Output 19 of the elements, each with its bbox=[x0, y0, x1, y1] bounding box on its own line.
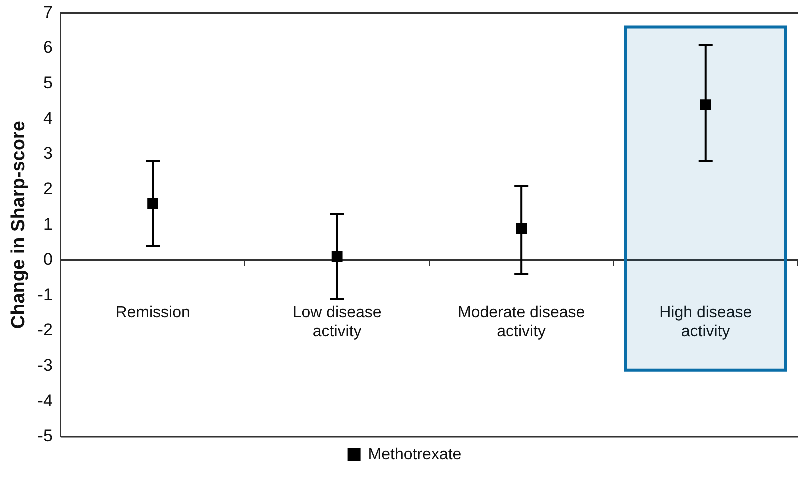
y-tick-label: -1 bbox=[38, 285, 53, 304]
legend-label: Methotrexate bbox=[368, 446, 462, 464]
y-tick-label: -3 bbox=[38, 356, 53, 376]
y-tick-label: 5 bbox=[43, 74, 53, 93]
x-tick-label: Moderate disease activity bbox=[458, 304, 586, 341]
x-tick-label: Remission bbox=[116, 304, 190, 322]
y-tick-label: -2 bbox=[38, 320, 53, 340]
y-tick-label: 7 bbox=[43, 2, 53, 22]
y-tick-label: -5 bbox=[38, 426, 53, 446]
y-axis-title: Change in Sharp-score bbox=[8, 121, 30, 330]
y-tick-label: 1 bbox=[43, 214, 53, 234]
y-tick-label: 4 bbox=[43, 108, 53, 128]
y-tick-label: -4 bbox=[38, 391, 53, 410]
x-tick-label: Low disease activity bbox=[292, 304, 382, 341]
y-tick-label: 0 bbox=[43, 250, 53, 270]
y-tick-label: 3 bbox=[43, 144, 53, 164]
y-tick-label: 6 bbox=[43, 38, 53, 58]
y-tick-label: 2 bbox=[43, 179, 53, 198]
x-tick-label: High disease activity bbox=[660, 304, 752, 341]
